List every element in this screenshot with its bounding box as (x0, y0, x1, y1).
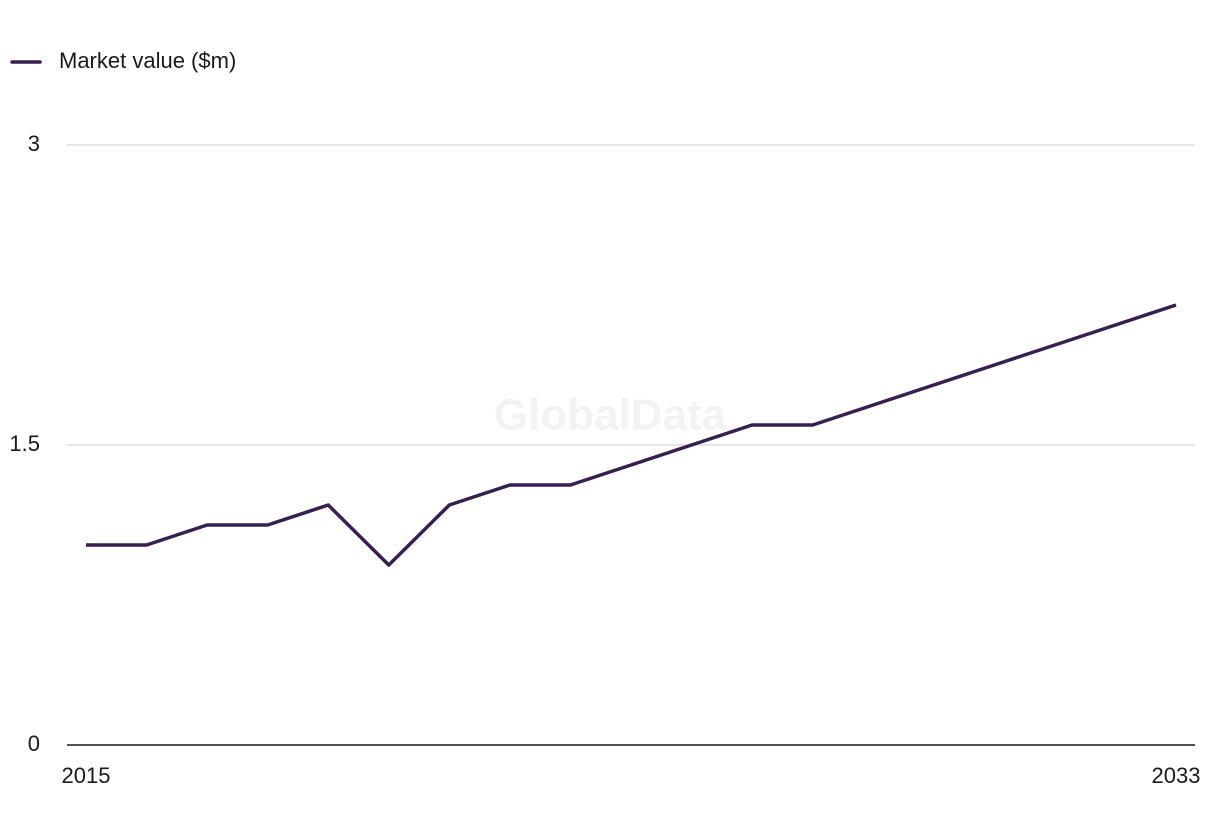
x-tick-label: 2015 (62, 763, 111, 788)
x-tick-label: 2033 (1152, 763, 1201, 788)
y-tick-label: 3 (28, 131, 40, 156)
y-tick-label: 0 (28, 731, 40, 756)
watermark: GlobalData (494, 391, 727, 440)
line (86, 303, 1177, 567)
y-tick-label: 1.5 (9, 431, 40, 456)
legend-label: Market value ($m) (59, 48, 236, 73)
